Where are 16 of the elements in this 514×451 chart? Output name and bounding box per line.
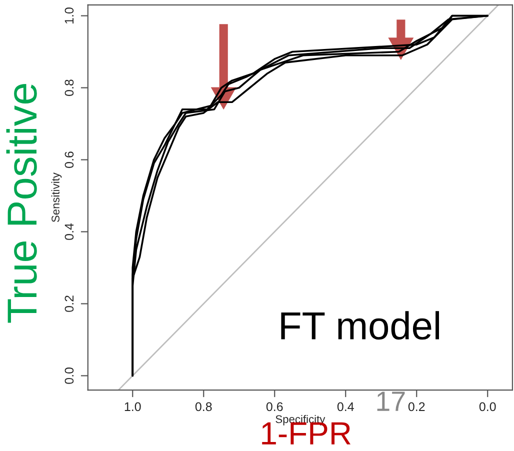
- x-tick-label: 0.2: [408, 402, 425, 412]
- y-tick-label: 0.6: [64, 152, 74, 168]
- text: 17: [377, 392, 405, 411]
- annotation: FT model: [281, 311, 439, 340]
- x-tick-label: 0.8: [195, 402, 212, 412]
- y-tick-label: 1.0: [64, 8, 74, 24]
- x-tick-label: 0.4: [337, 402, 354, 412]
- y-axis-title: Sensitivity: [51, 172, 62, 222]
- y-tick-label: 0.4: [64, 223, 74, 240]
- text: True Positive: [6, 84, 37, 323]
- y-tick-label: 0.0: [64, 368, 74, 384]
- y-tick-label: 0.2: [64, 296, 74, 312]
- y-tick-label: 0.8: [64, 80, 74, 96]
- x-tick-label: 0.6: [266, 402, 283, 412]
- x-tick-label: 0.0: [479, 402, 496, 412]
- x-tick-label: 1.0: [124, 402, 141, 412]
